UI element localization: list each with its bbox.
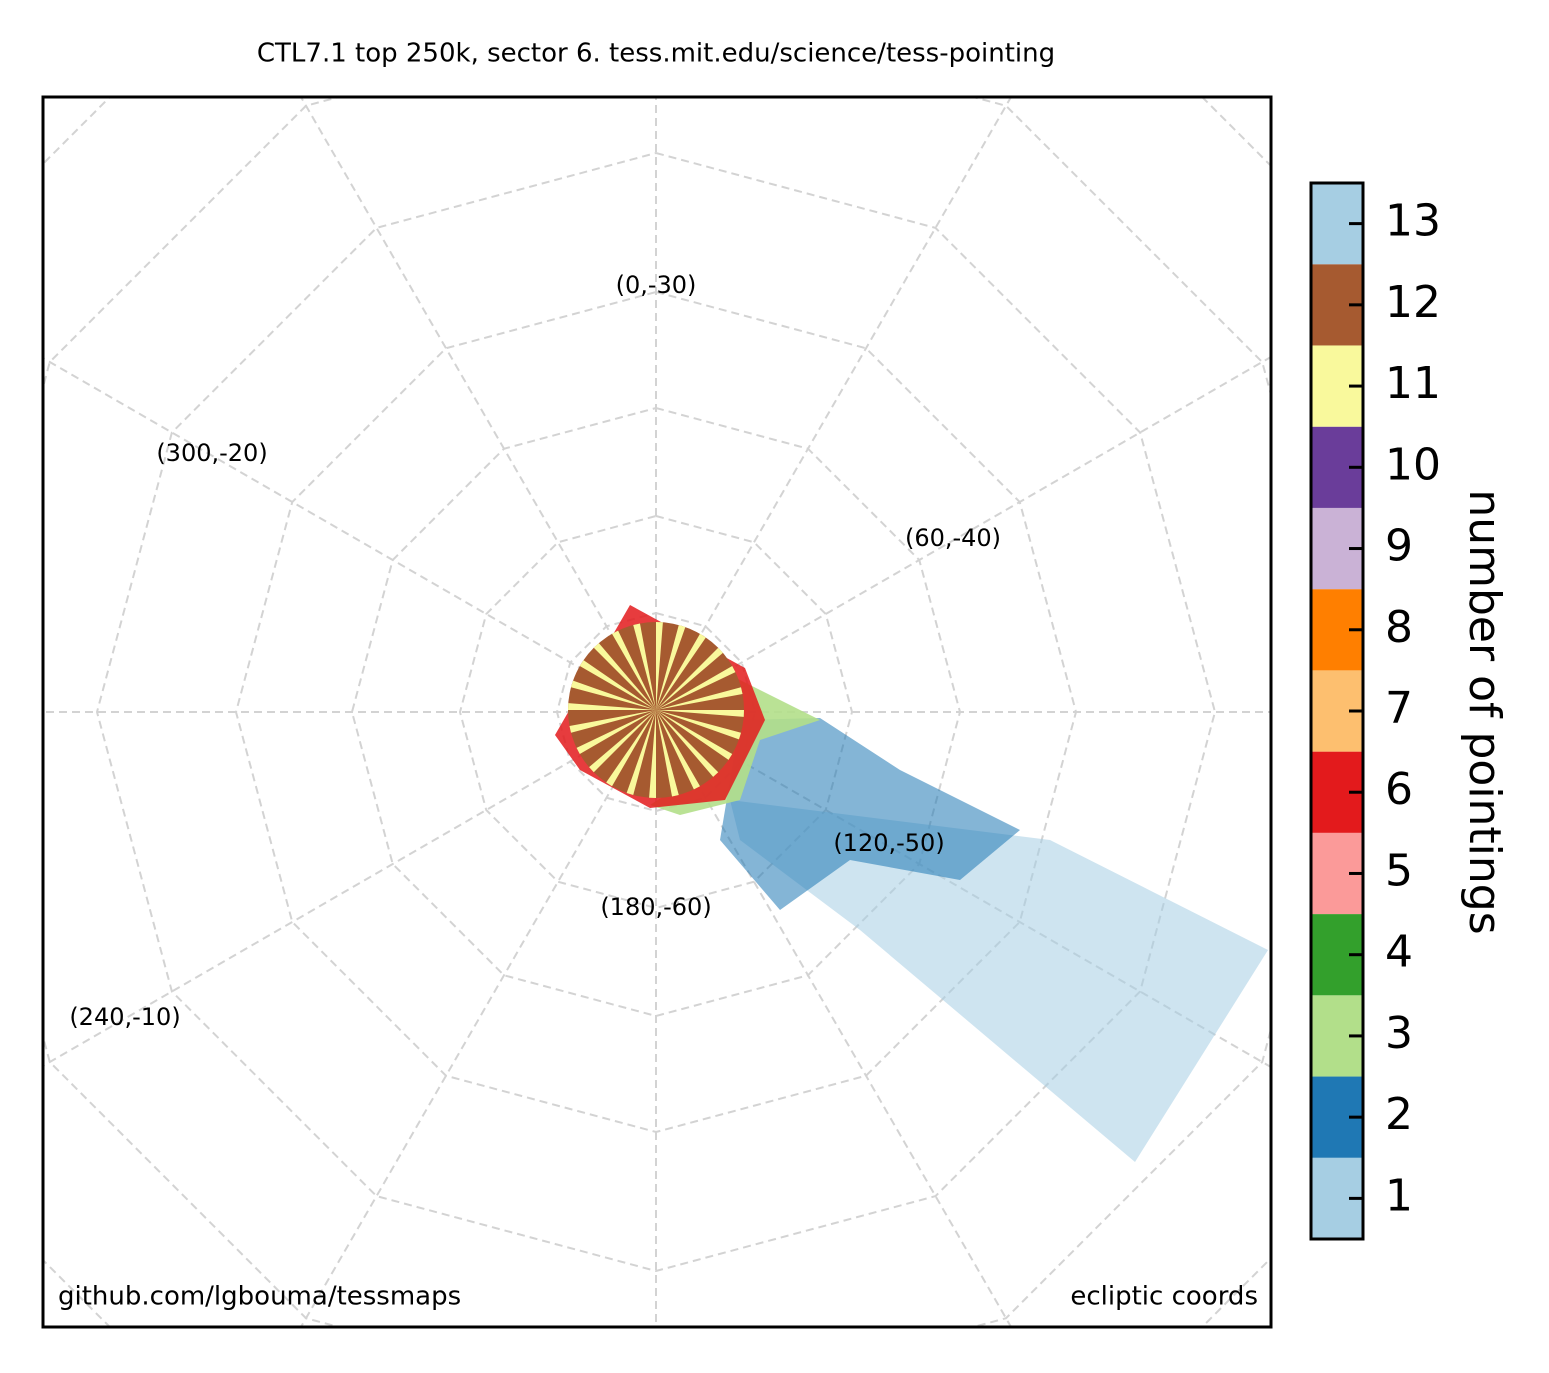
wedge — [656, 666, 736, 710]
grid-label: (0,-30) — [616, 271, 697, 299]
wedge — [656, 687, 743, 710]
wedge — [656, 633, 706, 710]
colorbar-tick-label: 2 — [1385, 1089, 1413, 1140]
colorbar-tick-label: 11 — [1385, 358, 1441, 409]
colorbar-label: number of pointings — [1459, 489, 1510, 934]
grid-label: (180,-60) — [600, 893, 711, 921]
wedge — [656, 710, 733, 760]
grid-label: (120,-50) — [833, 829, 944, 857]
grid-meridian — [43, 355, 1271, 1068]
footprint — [555, 605, 1268, 1162]
colorbar-tick-label: 7 — [1385, 683, 1413, 734]
wedge — [656, 647, 723, 710]
colorbar-tick-label: 3 — [1385, 1008, 1413, 1059]
axes-frame — [41, 95, 1273, 1329]
wedge — [626, 710, 656, 796]
grid-label: (60,-40) — [905, 524, 1001, 552]
wedge — [570, 680, 656, 710]
grid-ring — [95, 151, 1217, 1273]
colorbar-tick-label: 10 — [1385, 439, 1441, 490]
wedge — [633, 623, 656, 710]
colorbar-tick-label: 9 — [1385, 521, 1413, 572]
colorbar-tick-label: 13 — [1385, 196, 1441, 247]
colorbar-tick-label: 5 — [1385, 845, 1413, 896]
wedge — [656, 624, 686, 710]
wedge — [576, 710, 656, 754]
colorbar-tick-label: 4 — [1385, 927, 1413, 978]
coverage-1 — [730, 800, 1268, 1162]
wedge — [656, 710, 679, 797]
wedge — [579, 660, 656, 710]
wedge — [649, 710, 656, 798]
wedge — [569, 710, 656, 733]
chart-title: CTL7.1 top 250k, sector 6. tess.mit.edu/… — [257, 39, 1055, 69]
annotation: ecliptic coords — [1070, 1282, 1258, 1312]
grid-ring — [458, 514, 854, 910]
grid-label: (240,-10) — [69, 1003, 180, 1031]
wedge — [606, 710, 656, 787]
wedge — [612, 630, 656, 710]
coverage-2 — [720, 718, 1020, 910]
annotation: github.com/lgbouma/tessmaps — [58, 1282, 461, 1312]
colorbar-tick-label: 12 — [1385, 277, 1441, 328]
wedge — [593, 643, 656, 710]
grid-meridian — [43, 356, 1271, 1069]
wedge — [656, 710, 742, 740]
colorbar-tick-label: 8 — [1385, 602, 1413, 653]
grid-meridian — [299, 97, 1013, 1327]
wedge — [656, 710, 700, 790]
wedge — [656, 710, 744, 717]
coverage-11 — [568, 622, 744, 798]
wedge — [589, 710, 656, 773]
grid-ring — [43, 97, 1271, 1327]
colorbar-tick-label: 6 — [1385, 764, 1413, 815]
grid-label: (300,-20) — [156, 439, 267, 467]
wedge — [656, 710, 719, 777]
wedge — [568, 703, 656, 710]
colorbar-frame — [1309, 181, 1365, 1241]
wedge — [656, 622, 663, 710]
grid-meridian — [299, 97, 1013, 1327]
colorbar-tick-label: 1 — [1385, 1170, 1413, 1221]
